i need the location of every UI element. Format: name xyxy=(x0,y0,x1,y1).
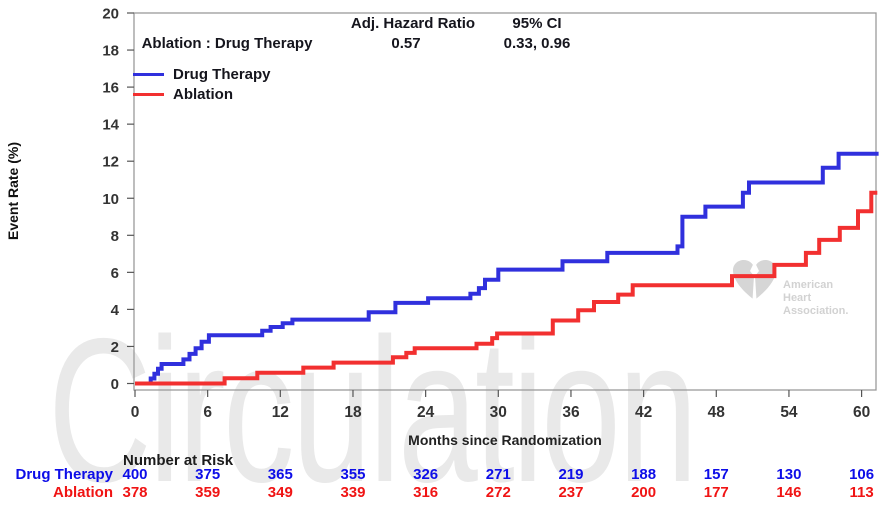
x-tick-label: 12 xyxy=(272,404,289,421)
risk-value: 355 xyxy=(340,466,366,483)
comparison-label: Ablation : Drug Therapy xyxy=(141,35,313,52)
drug-therapy-line-swatch xyxy=(133,73,164,76)
risk-value: 219 xyxy=(558,466,584,483)
aha-text-line: Heart xyxy=(783,292,811,304)
y-tick-label: 18 xyxy=(102,43,119,60)
risk-value: 188 xyxy=(631,466,657,483)
risk-value: 200 xyxy=(631,484,657,501)
plot-border xyxy=(133,12,877,391)
y-tick-label: 12 xyxy=(102,154,119,171)
legend-label: Drug Therapy xyxy=(173,66,271,83)
risk-value: 339 xyxy=(340,484,366,501)
y-tick-label: 16 xyxy=(102,80,119,97)
x-tick-label: 60 xyxy=(853,404,870,421)
risk-value: 237 xyxy=(558,484,584,501)
x-tick-label: 30 xyxy=(490,404,507,421)
circulation-watermark: Circulation xyxy=(48,296,698,516)
risk-value: 375 xyxy=(195,466,221,483)
risk-value: 272 xyxy=(485,484,511,501)
ci-header: 95% CI xyxy=(512,15,562,32)
risk-value: 349 xyxy=(267,484,293,501)
legend-label: Ablation xyxy=(173,86,233,103)
x-tick-label: 6 xyxy=(203,404,212,421)
risk-value: 177 xyxy=(703,484,729,501)
risk-value: 146 xyxy=(776,484,802,501)
risk-row-label-ablation: Ablation xyxy=(53,484,113,501)
risk-value: 130 xyxy=(776,466,802,483)
curve-ablation xyxy=(135,190,878,386)
risk-value: 378 xyxy=(122,484,148,501)
risk-value: 157 xyxy=(703,466,729,483)
y-tick-label: 6 xyxy=(111,265,119,282)
y-axis: 0 2 4 6 8 10 12 14 16 18 20 xyxy=(102,6,134,393)
hazard-ratio-value: 0.57 xyxy=(391,35,421,52)
y-axis-title: Event Rate (%) xyxy=(5,141,21,241)
risk-value: 400 xyxy=(122,466,148,483)
y-tick-label: 14 xyxy=(102,117,119,134)
y-tick-label: 8 xyxy=(111,228,119,245)
risk-value: 316 xyxy=(413,484,439,501)
risk-value: 113 xyxy=(849,484,874,501)
x-axis: 0 6 12 18 24 30 36 42 48 54 60 xyxy=(131,390,870,421)
aha-text-line: Association. xyxy=(783,305,848,317)
risk-value: 326 xyxy=(413,466,439,483)
aha-text-line: American xyxy=(783,279,833,291)
y-tick-label: 10 xyxy=(102,191,119,208)
x-tick-label: 36 xyxy=(562,404,580,421)
x-tick-label: 42 xyxy=(635,404,652,421)
x-tick-label: 0 xyxy=(131,404,140,421)
risk-value: 359 xyxy=(195,484,221,501)
aha-torch-icon xyxy=(750,261,759,300)
risk-value: 365 xyxy=(267,466,293,483)
legend-item-drug-therapy: Drug Therapy xyxy=(133,66,271,83)
y-tick-label: 2 xyxy=(111,339,119,356)
ci-value: 0.33, 0.96 xyxy=(503,35,571,52)
risk-value: 106 xyxy=(849,466,875,483)
risk-value: 271 xyxy=(485,466,511,483)
x-axis-title: Months since Randomization xyxy=(408,432,602,448)
legend-item-ablation: Ablation xyxy=(133,86,233,103)
y-tick-label: 20 xyxy=(102,6,119,23)
y-tick-label: 4 xyxy=(111,302,120,319)
y-tick-label: 0 xyxy=(111,376,119,393)
risk-table-title: Number at Risk xyxy=(123,452,234,469)
hazard-ratio-header: Adj. Hazard Ratio xyxy=(350,15,476,32)
x-tick-label: 48 xyxy=(708,404,726,421)
x-tick-label: 24 xyxy=(417,404,435,421)
x-tick-label: 18 xyxy=(344,404,362,421)
curve-drug-therapy xyxy=(135,151,879,386)
risk-row-label-drug-therapy: Drug Therapy xyxy=(15,466,113,483)
ablation-line-swatch xyxy=(133,93,164,96)
x-tick-label: 54 xyxy=(780,404,798,421)
